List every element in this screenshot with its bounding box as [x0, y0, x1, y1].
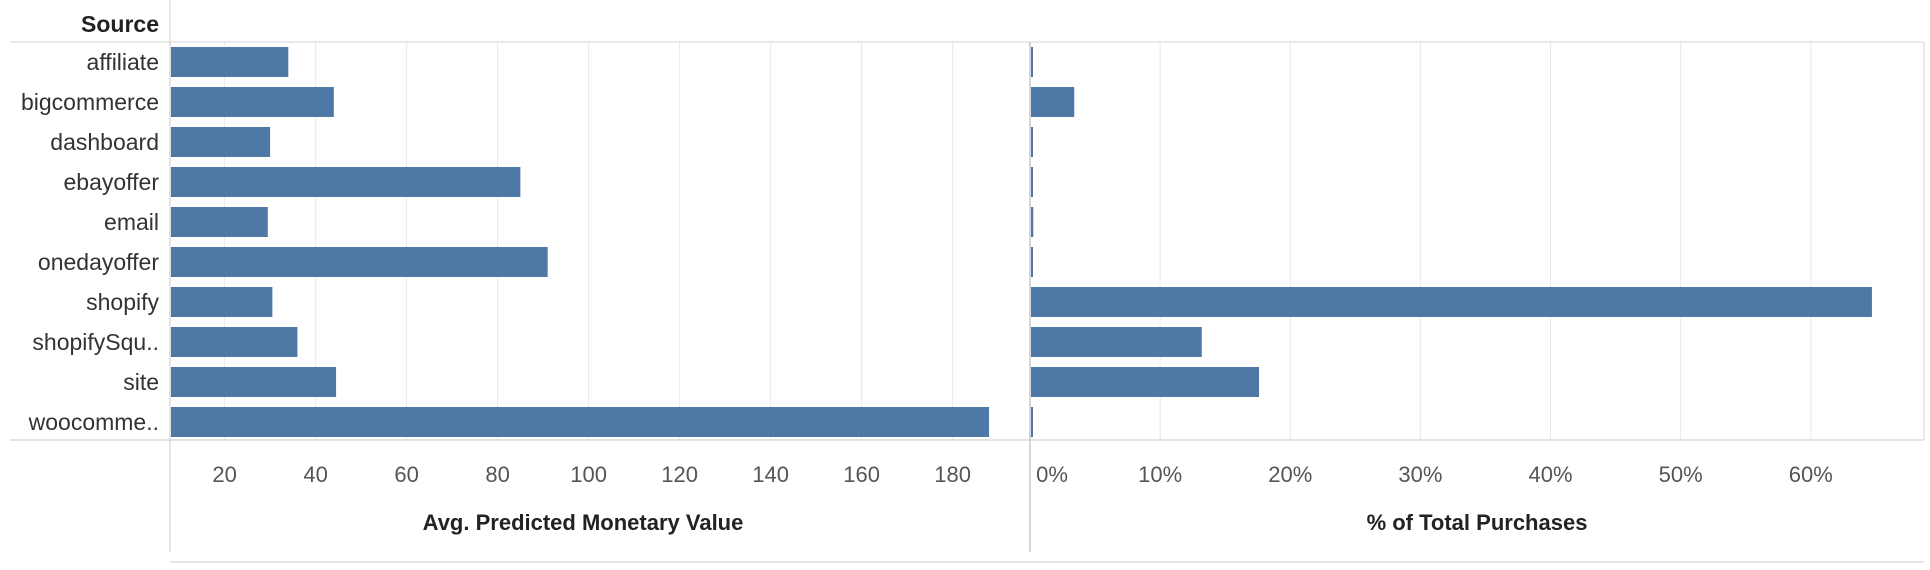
tick-label: 80 — [485, 462, 509, 487]
tick-label: 160 — [843, 462, 880, 487]
row-field-header: Source — [81, 11, 159, 37]
bar-email[interactable] — [1031, 207, 1034, 237]
tick-label: 20% — [1268, 462, 1312, 487]
bar-dashboard[interactable] — [171, 127, 271, 157]
tick-label: 10% — [1138, 462, 1182, 487]
tick-label: 180 — [934, 462, 971, 487]
bar-ebayoffer[interactable] — [1031, 167, 1033, 197]
bar-affiliate[interactable] — [1031, 47, 1033, 77]
bar-woocomme[interactable] — [171, 407, 990, 437]
category-label-shopify: shopify — [86, 289, 159, 315]
category-label-ebayoffer: ebayoffer — [64, 169, 160, 195]
category-label-affiliate: affiliate — [87, 49, 159, 75]
bar-affiliate[interactable] — [171, 47, 289, 77]
category-labels: affiliate bigcommerce dashboard ebayoffer em… — [21, 49, 160, 435]
category-label-shopifysqu: shopifySqu.. — [32, 329, 159, 355]
bar-email[interactable] — [171, 207, 268, 237]
category-label-email: email — [104, 209, 159, 235]
tick-label: 0% — [1036, 462, 1068, 487]
category-label-dashboard: dashboard — [50, 129, 159, 155]
tick-label: 60% — [1789, 462, 1833, 487]
bar-woocomme[interactable] — [1031, 407, 1033, 437]
bar-shopifysqu[interactable] — [1031, 327, 1202, 357]
tick-label: 40 — [303, 462, 327, 487]
tick-label: 60 — [394, 462, 418, 487]
bar-site[interactable] — [171, 367, 337, 397]
category-label-onedayoffer: onedayoffer — [38, 249, 159, 275]
gridlines — [224, 42, 1812, 440]
bars — [171, 47, 1872, 437]
tick-label: 140 — [752, 462, 789, 487]
axis-title-percent-total-purchases: % of Total Purchases — [1367, 510, 1588, 535]
tick-label: 50% — [1659, 462, 1703, 487]
bar-bigcommerce[interactable] — [171, 87, 334, 117]
bar-onedayoffer[interactable] — [1031, 247, 1033, 277]
chart-frame — [10, 0, 1925, 563]
axis-title-avg-predicted-monetary-value: Avg. Predicted Monetary Value — [423, 510, 744, 535]
tick-label: 100 — [570, 462, 607, 487]
bar-shopify[interactable] — [1031, 287, 1872, 317]
tick-label: 20 — [212, 462, 236, 487]
bar-site[interactable] — [1031, 367, 1260, 397]
axis-tick-labels: 20 40 60 80 100 120 140 160 180 0% 10% 20% 30% 40% 50%… — [212, 462, 1832, 487]
category-label-bigcommerce: bigcommerce — [21, 89, 159, 115]
category-label-site: site — [123, 369, 159, 395]
category-label-woocomme: woocomme.. — [28, 409, 159, 435]
bar-onedayoffer[interactable] — [171, 247, 548, 277]
tick-label: 40% — [1529, 462, 1573, 487]
bar-shopifysqu[interactable] — [171, 327, 298, 357]
bar-ebayoffer[interactable] — [171, 167, 521, 197]
tick-label: 30% — [1398, 462, 1442, 487]
bar-dashboard[interactable] — [1031, 127, 1033, 157]
bar-shopify[interactable] — [171, 287, 273, 317]
tick-label: 120 — [661, 462, 698, 487]
bar-bigcommerce[interactable] — [1031, 87, 1075, 117]
